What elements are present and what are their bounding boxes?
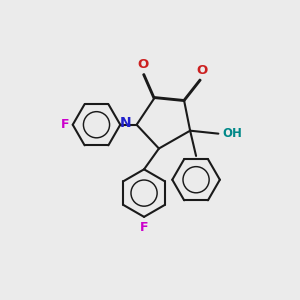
Text: N: N <box>120 116 131 130</box>
Text: O: O <box>196 64 208 77</box>
Text: F: F <box>61 118 69 131</box>
Text: O: O <box>137 58 148 71</box>
Text: OH: OH <box>223 127 243 140</box>
Text: F: F <box>140 221 148 234</box>
